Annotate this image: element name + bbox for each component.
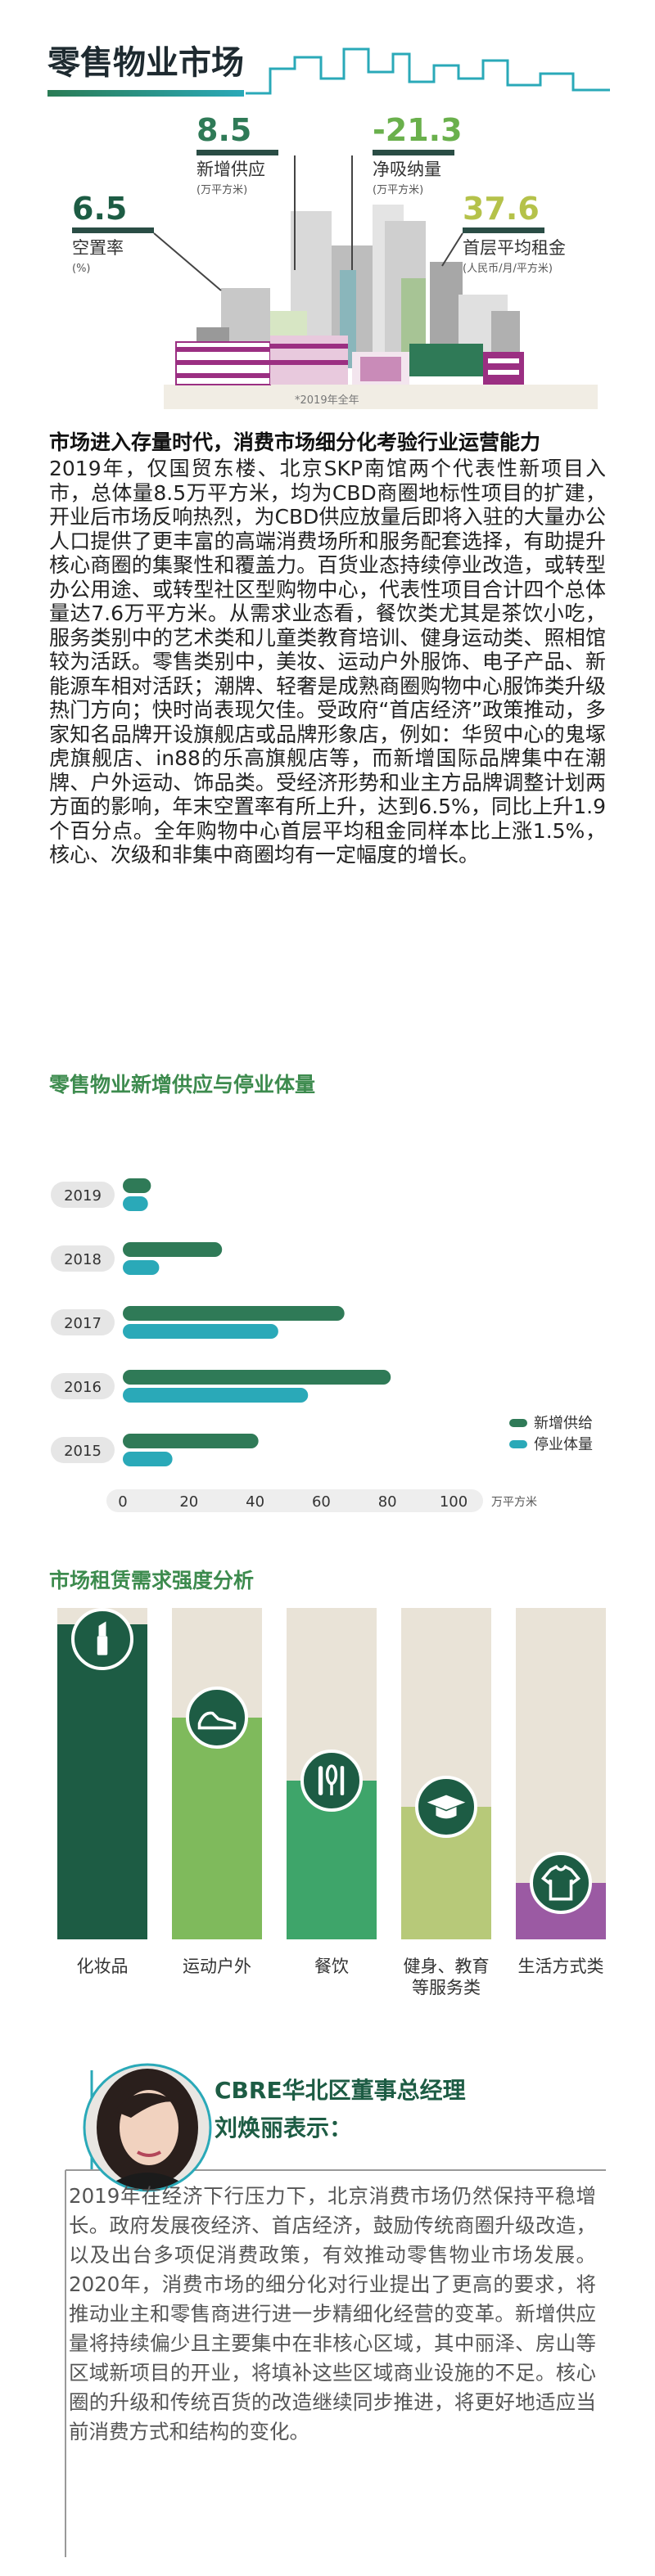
y-tick-label: 2018	[64, 1251, 102, 1268]
icon-glyph	[318, 1763, 345, 1795]
bar	[123, 1370, 391, 1385]
axis-band	[106, 1489, 483, 1512]
icon-glyph	[97, 1621, 108, 1655]
portrait-ring	[83, 2063, 212, 2192]
skyline-outline	[246, 47, 610, 95]
chart-title: 市场租赁需求强度分析	[49, 1569, 255, 1592]
x-tick-label: 运动户外	[183, 1957, 251, 1976]
x-tick-label: 生活方式类	[517, 1957, 604, 1976]
category-icon	[530, 1852, 592, 1915]
year-pill	[51, 1309, 115, 1335]
x-tick-label: 80	[378, 1493, 397, 1511]
ground	[164, 385, 598, 409]
x-tick-label: 餐饮	[314, 1957, 349, 1976]
x-tick-label: 40	[246, 1493, 264, 1511]
column	[57, 1624, 147, 1939]
category-icon	[186, 1686, 248, 1749]
chart-title: 零售物业新增供应与停业体量	[48, 1073, 315, 1097]
y-tick-label: 2017	[64, 1315, 102, 1332]
x-tick-label: 60	[312, 1493, 331, 1511]
stat-value: 37.6	[463, 191, 540, 227]
demand-chart: 市场租赁需求强度分析 化妆品 运动户外 餐饮 健身、教育等服务类 生活方式类	[0, 1555, 655, 2013]
year-pill	[51, 1182, 115, 1208]
category-icon	[415, 1776, 477, 1838]
bar	[123, 1178, 151, 1193]
title-underline	[47, 90, 244, 97]
article-body: 2019年，仅国贸东楼、北京SKP南馆两个代表性新项目入市，总体量8.5万平方米…	[49, 457, 606, 867]
supply-chart: 零售物业新增供应与停业体量 2019 2018 2017 2016 2015 0 20 40 6…	[48, 1073, 593, 1512]
stat-value: 8.5	[196, 112, 251, 148]
icon-glyph	[427, 1795, 466, 1819]
year-pill	[51, 1437, 115, 1463]
stat-bars	[72, 150, 544, 291]
x-tick-label: 100	[440, 1493, 468, 1511]
year-pill	[51, 1373, 115, 1399]
page-title: 零售物业市场	[47, 44, 244, 82]
stat-label: 新增供应	[196, 160, 265, 179]
bar	[123, 1388, 309, 1403]
icon-glyph	[540, 1865, 581, 1901]
legend-swatch	[509, 1419, 527, 1427]
x-tick-label: 20	[179, 1493, 198, 1511]
x-tick-label: 化妆品	[76, 1957, 129, 1976]
stat-value: 6.5	[72, 191, 127, 227]
storefronts	[175, 336, 524, 385]
x-axis-label: 万平方米	[491, 1496, 537, 1509]
stat-label: 空置率	[72, 238, 124, 258]
category-icon	[71, 1608, 133, 1670]
bar	[123, 1324, 278, 1339]
bar	[123, 1242, 223, 1257]
bar	[123, 1434, 259, 1448]
article-heading: 市场进入存量时代，消费市场细分化考验行业运营能力	[49, 430, 541, 454]
quote-text: 2019年在经济下行压力下，北京消费市场仍然保持平稳增长。政府发展夜经济、首店经…	[69, 2184, 596, 2443]
legend-label: 停业体量	[534, 1436, 593, 1453]
stat-label: 首层平均租金	[463, 238, 566, 258]
stat-unit: (人民币/月/平方米)	[463, 262, 553, 275]
bar	[123, 1196, 148, 1211]
year-pill	[51, 1245, 115, 1272]
stat-unit: (万平方米)	[373, 183, 423, 196]
x-tick-label: 0	[118, 1493, 127, 1511]
icon-glyph	[197, 1711, 237, 1729]
y-tick-label: 2015	[64, 1443, 102, 1460]
x-tick-label: 健身、教育等服务类	[403, 1957, 490, 1997]
y-tick-label: 2016	[64, 1379, 102, 1396]
stat-unit: (万平方米)	[196, 183, 247, 196]
note: *2019年全年	[295, 394, 359, 407]
y-tick-label: 2019	[64, 1187, 102, 1205]
bar	[123, 1306, 345, 1321]
quote-frame: CBRE华北区董事总经理 刘焕丽表示：	[65, 2063, 606, 2557]
header: 零售物业市场 8.5 新增供应 (万平方米) -21.3 净吸纳量 (万平方米)…	[47, 44, 610, 409]
column	[172, 1717, 262, 1939]
stat-unit: (%)	[72, 263, 91, 275]
legend-label: 新增供给	[534, 1415, 593, 1432]
category-icon	[300, 1749, 363, 1812]
stat-label: 净吸纳量	[373, 160, 441, 179]
quote-name: 刘焕丽表示：	[215, 2114, 352, 2141]
stat-value: -21.3	[373, 112, 463, 148]
quote-title: CBRE华北区董事总经理	[215, 2077, 466, 2104]
bar	[123, 1452, 173, 1466]
article: 市场进入存量时代，消费市场细分化考验行业运营能力 2019年，仅国贸东楼、北京S…	[49, 430, 606, 867]
legend-swatch	[509, 1440, 527, 1448]
bar	[123, 1260, 160, 1275]
portrait	[85, 2065, 210, 2190]
